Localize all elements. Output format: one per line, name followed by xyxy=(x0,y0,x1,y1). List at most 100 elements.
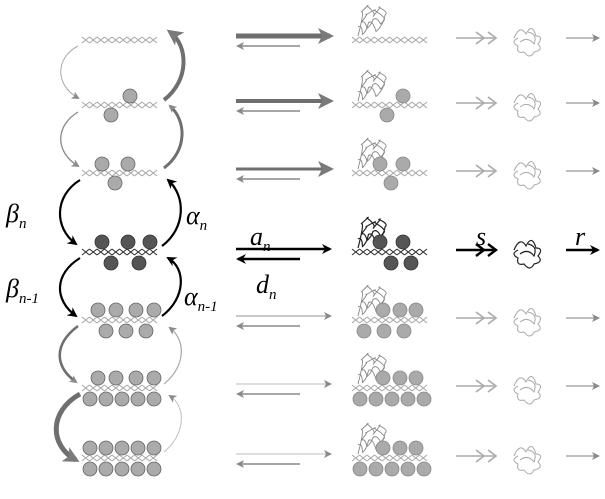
dna-helix xyxy=(81,36,158,44)
transcription-factor xyxy=(114,391,130,407)
transcription-factor xyxy=(395,88,411,104)
transcription-factor xyxy=(94,156,110,172)
downstream-row-5 xyxy=(456,376,600,405)
chevron-icon xyxy=(475,164,486,178)
transcription-factor xyxy=(128,302,144,318)
alpha-arrow-5-4 xyxy=(163,326,182,385)
downstream-row-3 xyxy=(456,239,600,269)
complex-2 xyxy=(351,137,428,191)
promoter-state-1 xyxy=(81,88,158,123)
transcription-factor xyxy=(375,302,391,318)
transcription-factor xyxy=(107,175,123,191)
beta-arrow-n-minus-1 xyxy=(58,257,81,318)
transcription-factor xyxy=(395,234,411,250)
transcription-factor xyxy=(416,391,432,407)
transcription-factor xyxy=(82,391,98,407)
transcription-factor xyxy=(372,156,388,172)
transcription-factor xyxy=(108,302,124,318)
transcription-factor xyxy=(396,323,412,339)
promoter-state-0 xyxy=(81,36,158,44)
downstream-steps-column xyxy=(456,28,600,475)
complex-5 xyxy=(351,352,432,407)
transcription-factor xyxy=(94,234,110,250)
transcription-factor xyxy=(98,323,114,339)
chevron-icon xyxy=(475,243,486,257)
beta-n-minus-1-label: βn-1 xyxy=(5,274,39,307)
chevron-icon xyxy=(475,379,486,393)
dna-helix xyxy=(351,101,428,109)
transcription-factor xyxy=(82,461,98,477)
transcription-factor xyxy=(368,461,384,477)
transcription-factor xyxy=(368,391,384,407)
transcription-factor xyxy=(356,323,372,339)
chevron-icon xyxy=(475,449,486,463)
transcription-factor xyxy=(103,255,119,271)
transcription-factor xyxy=(120,156,136,172)
transcription-factor xyxy=(384,461,400,477)
transcription-factor xyxy=(416,461,432,477)
transcription-factor xyxy=(146,440,162,456)
polymerase-coil xyxy=(357,352,387,385)
dna-helix xyxy=(351,36,428,44)
chevron-icon xyxy=(487,96,498,110)
transcription-factor xyxy=(130,440,146,456)
transcription-factor xyxy=(98,461,114,477)
transcription-factor xyxy=(352,391,368,407)
chevron-icon xyxy=(475,31,486,45)
alpha-arrow-n-minus-1 xyxy=(161,257,182,317)
dna-helix xyxy=(81,169,158,177)
chevron-icon xyxy=(487,243,498,257)
dna-helix xyxy=(351,316,428,324)
transcription-factor xyxy=(118,323,134,339)
beta-arrow-n xyxy=(58,179,81,246)
complex-6 xyxy=(351,422,432,477)
a-n-label: an xyxy=(250,222,271,255)
transcription-factor xyxy=(142,234,158,250)
transcript-coil xyxy=(513,28,542,57)
transcription-factor xyxy=(90,302,106,318)
complex-1 xyxy=(351,69,428,123)
dna-helix xyxy=(351,248,428,256)
alpha-arrow-6-5 xyxy=(163,394,182,453)
dna-helix xyxy=(81,454,158,462)
transcription-factor xyxy=(383,175,399,191)
dna-helix xyxy=(81,316,158,324)
dna-helix xyxy=(351,454,428,462)
transcription-factor xyxy=(122,88,138,104)
downstream-row-0 xyxy=(456,28,600,57)
alpha-arrow-2-1 xyxy=(163,104,184,170)
polymerase-coil xyxy=(357,284,387,317)
transcription-factor xyxy=(403,255,419,271)
d-n-label: dn xyxy=(256,270,277,303)
transcription-factor xyxy=(352,461,368,477)
transcription-factor xyxy=(114,440,130,456)
transcription-factor xyxy=(98,391,114,407)
transcription-factor xyxy=(408,302,424,318)
transcription-factor xyxy=(392,370,408,386)
transcript-coil xyxy=(513,239,542,269)
transcription-factor xyxy=(114,461,130,477)
chevron-icon xyxy=(487,164,498,178)
dna-helix xyxy=(351,169,428,177)
transcription-factor xyxy=(400,391,416,407)
occupancy-transition-arrows xyxy=(53,29,186,463)
transcription-factor xyxy=(146,391,162,407)
alpha-n-label: αn xyxy=(186,201,207,234)
alpha-arrow-n xyxy=(161,178,182,247)
downstream-row-4 xyxy=(456,308,600,337)
transcript-coil xyxy=(513,93,542,122)
transcription-factor xyxy=(379,107,395,123)
transcription-factor xyxy=(82,440,98,456)
transcription-factor xyxy=(90,370,106,386)
complex-4 xyxy=(351,284,428,339)
downstream-row-2 xyxy=(456,161,600,190)
promoter-state-4 xyxy=(81,302,162,339)
transcription-factor xyxy=(376,323,392,339)
transcription-factor xyxy=(408,370,424,386)
complex-0 xyxy=(351,4,428,44)
transcription-factor xyxy=(146,461,162,477)
promoter-states-column xyxy=(81,36,162,477)
transcription-factor xyxy=(130,391,146,407)
dna-helix xyxy=(351,384,428,392)
